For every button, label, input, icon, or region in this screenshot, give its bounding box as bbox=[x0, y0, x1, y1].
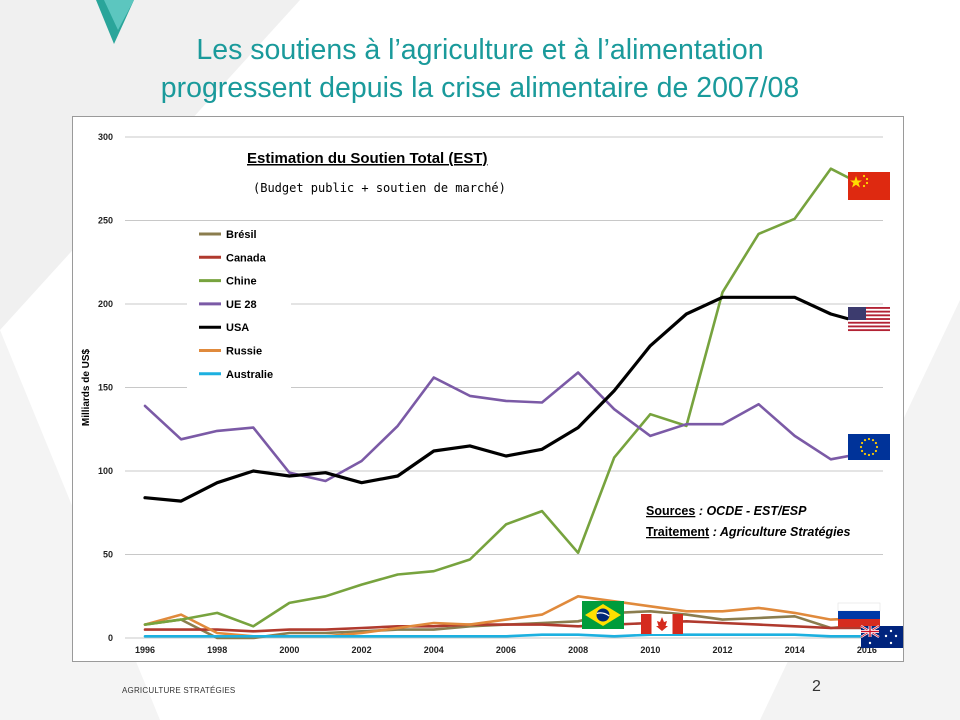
flag-star bbox=[889, 629, 893, 633]
flag-field bbox=[848, 434, 890, 460]
russia-flag-icon bbox=[837, 602, 881, 627]
flag-star bbox=[860, 441, 864, 445]
series-line-canada bbox=[143, 619, 869, 633]
flag-small-star bbox=[865, 181, 869, 185]
flag-stripe bbox=[848, 310, 890, 313]
australia-flag-icon bbox=[860, 625, 903, 648]
flag-maple-leaf bbox=[656, 617, 668, 631]
legend-label: UE 28 bbox=[226, 299, 257, 311]
legend: Brésil Canada Chine UE 28 USA Russie Australie bbox=[187, 221, 291, 393]
y-tick-label: 250 bbox=[98, 216, 113, 226]
slide-title-line-1: Les soutiens à l’agriculture et à l’alim… bbox=[196, 34, 764, 66]
series-line-usa bbox=[143, 295, 869, 503]
support-chart: 0 50 100 150 200 250 300 1996 1998 2000 2002 2004 20… bbox=[81, 132, 903, 655]
x-tick-label: 2008 bbox=[568, 645, 588, 655]
flag-stripe bbox=[848, 318, 890, 320]
flag-stripe bbox=[848, 325, 890, 328]
china-flag-icon bbox=[848, 172, 890, 200]
x-tick-label: 2012 bbox=[713, 645, 733, 655]
series-line-ue-28 bbox=[143, 371, 869, 483]
flag-band-white bbox=[837, 602, 881, 612]
flag-globe bbox=[596, 608, 610, 622]
canada-flag-icon bbox=[641, 614, 683, 634]
footer-brand: AGRICULTURE STRATÉGIES bbox=[122, 686, 236, 695]
flag-star bbox=[859, 445, 863, 449]
flag-star bbox=[874, 449, 878, 453]
flag-band-left bbox=[641, 614, 652, 634]
flag-star bbox=[863, 452, 867, 456]
legend-label: Russie bbox=[226, 346, 262, 358]
chart-title: Estimation du Soutien Total (EST) bbox=[247, 150, 488, 167]
y-tick-label: 300 bbox=[98, 132, 113, 142]
flag-star bbox=[850, 176, 862, 188]
slide-title-line-2: progressent depuis la crise alimentaire … bbox=[160, 72, 800, 104]
legend-label: Canada bbox=[226, 252, 267, 264]
legend-label: USA bbox=[226, 322, 249, 334]
y-tick-label: 50 bbox=[103, 550, 113, 560]
page-number: 2 bbox=[812, 678, 821, 695]
flag-star bbox=[867, 437, 871, 441]
x-tick-label: 2016 bbox=[857, 645, 877, 655]
y-tick-label: 200 bbox=[98, 299, 113, 309]
sources-note: Sources : OCDE - EST/ESP bbox=[646, 504, 807, 518]
flag-band-red bbox=[838, 619, 880, 627]
y-tick-label: 0 bbox=[108, 633, 113, 643]
legend-background bbox=[187, 221, 291, 393]
traitement-note: Traitement : Agriculture Stratégies bbox=[646, 525, 851, 539]
flag-star bbox=[867, 453, 871, 457]
y-axis-label: Milliards de US$ bbox=[81, 348, 92, 426]
flag-stripe bbox=[848, 329, 890, 332]
flag-star bbox=[884, 634, 888, 638]
flag-band-blue bbox=[838, 611, 880, 619]
flag-star bbox=[874, 441, 878, 445]
usa-flag-icon bbox=[848, 307, 890, 332]
x-tick-label: 2004 bbox=[424, 645, 444, 655]
y-tick-label: 100 bbox=[98, 466, 113, 476]
series-line-chine bbox=[143, 167, 869, 628]
x-tick-label: 2014 bbox=[785, 645, 805, 655]
flag-stripe bbox=[848, 307, 890, 309]
flag-star bbox=[860, 449, 864, 453]
flag-small-star bbox=[862, 174, 866, 178]
series-line-australie bbox=[143, 633, 869, 638]
eu-flag-icon bbox=[848, 434, 890, 460]
y-tick-label: 150 bbox=[98, 383, 113, 393]
legend-label: Australie bbox=[226, 369, 273, 381]
flag-canton bbox=[848, 307, 866, 320]
x-tick-label: 1996 bbox=[135, 645, 155, 655]
flag-star bbox=[875, 445, 879, 449]
flag-stripe bbox=[848, 321, 890, 324]
legend-label: Chine bbox=[226, 276, 257, 288]
flag-stripe bbox=[848, 314, 890, 317]
flag-band-right bbox=[672, 614, 683, 634]
brazil-flag-icon bbox=[582, 601, 624, 629]
chart-frame: 0 50 100 150 200 250 300 1996 1998 2000 2002 2004 20… bbox=[72, 116, 904, 662]
flag-star bbox=[871, 438, 875, 442]
flag-cross-red bbox=[861, 630, 879, 633]
x-tick-label: 2006 bbox=[496, 645, 516, 655]
chart-subtitle: (Budget public + soutien de marché) bbox=[253, 181, 506, 195]
flag-star bbox=[868, 641, 872, 645]
flag-star bbox=[871, 452, 875, 456]
flag-band bbox=[596, 612, 610, 617]
x-tick-label: 2010 bbox=[640, 645, 660, 655]
x-tick-label: 2000 bbox=[279, 645, 299, 655]
flag-star bbox=[863, 438, 867, 442]
legend-label: Brésil bbox=[226, 229, 257, 241]
flag-field bbox=[848, 172, 890, 200]
flag-small-star bbox=[865, 177, 869, 181]
flag-star bbox=[894, 634, 898, 638]
x-tick-label: 1998 bbox=[207, 645, 227, 655]
flag-star bbox=[889, 641, 893, 645]
flag-small-star bbox=[862, 184, 866, 188]
x-tick-label: 2002 bbox=[352, 645, 372, 655]
